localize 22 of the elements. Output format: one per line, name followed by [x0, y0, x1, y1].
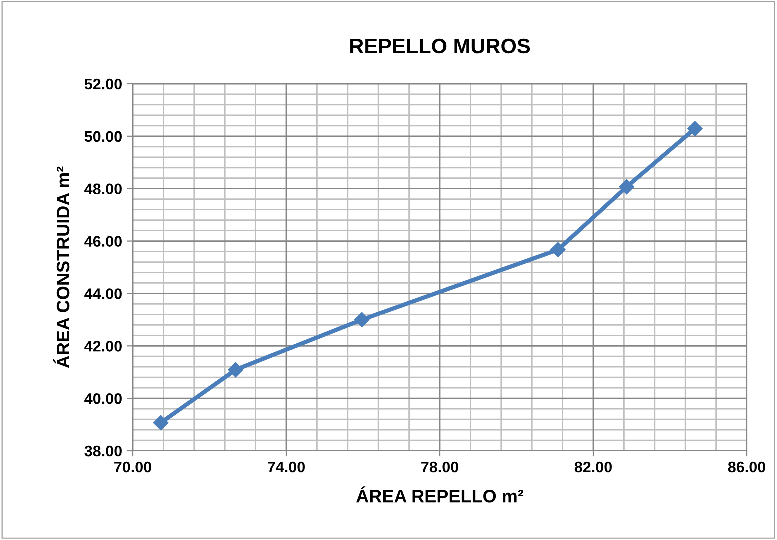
point: [688, 121, 703, 136]
point: [153, 415, 169, 431]
y-axis-title: ÁREA CONSTRUIDA m²: [53, 166, 70, 368]
y-tick-label: 50.00: [84, 131, 122, 142]
y-tick-label: 48.00: [84, 184, 122, 195]
x-tick-label: 70.00: [114, 462, 152, 473]
y-tick-label: 40.00: [84, 393, 122, 404]
point: [550, 242, 566, 258]
y-tick-label: 42.00: [84, 341, 122, 352]
point: [228, 362, 244, 378]
x-tick-label: 86.00: [728, 462, 766, 473]
x-tick-label: 82.00: [574, 462, 612, 473]
x-tick-label: 74.00: [268, 462, 305, 473]
y-tick-label: 44.00: [84, 288, 122, 300]
x-tick-label: 78.00: [422, 462, 458, 473]
x-axis-title: ÁREA REPELLO m²: [356, 486, 524, 503]
y-tick-label: 52.00: [84, 78, 122, 90]
y-tick-label: 46.00: [84, 236, 122, 247]
y-tick-label: 38.00: [84, 446, 122, 457]
point: [354, 312, 370, 328]
point: [619, 179, 634, 195]
chart-title: REPELLO MUROS: [350, 38, 530, 54]
